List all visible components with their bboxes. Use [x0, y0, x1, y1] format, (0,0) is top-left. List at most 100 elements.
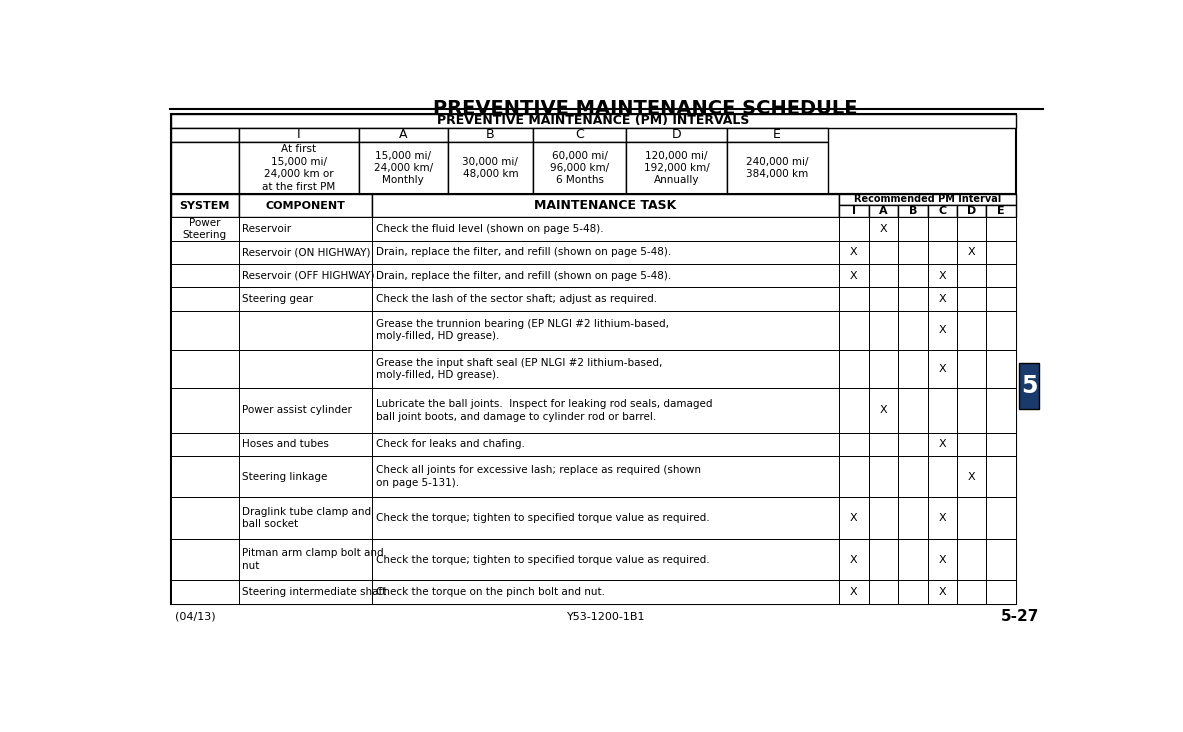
- Text: Check the fluid level (shown on page 5-48).: Check the fluid level (shown on page 5-4…: [376, 224, 603, 234]
- Bar: [371, 389, 839, 433]
- Bar: [898, 205, 927, 217]
- Bar: [898, 310, 927, 349]
- Bar: [868, 217, 898, 241]
- Text: Power assist cylinder: Power assist cylinder: [241, 406, 351, 416]
- Text: SYSTEM: SYSTEM: [180, 201, 230, 211]
- Bar: [868, 349, 898, 389]
- Bar: [868, 497, 898, 539]
- Bar: [239, 456, 371, 497]
- Bar: [239, 539, 371, 580]
- Bar: [957, 456, 987, 497]
- Text: X: X: [938, 587, 946, 597]
- Bar: [239, 217, 371, 241]
- Bar: [371, 580, 839, 604]
- Bar: [839, 310, 868, 349]
- Text: (04/13): (04/13): [175, 612, 215, 621]
- Text: Drain, replace the filter, and refill (shown on page 5-48).: Drain, replace the filter, and refill (s…: [376, 271, 671, 280]
- Text: E: E: [997, 206, 1006, 216]
- Bar: [987, 241, 1016, 264]
- Bar: [898, 433, 927, 456]
- Text: X: X: [938, 439, 946, 449]
- Text: 120,000 mi/
192,000 km/
Annually: 120,000 mi/ 192,000 km/ Annually: [644, 151, 710, 185]
- Bar: [239, 497, 371, 539]
- Text: Steering gear: Steering gear: [241, 294, 312, 304]
- Text: X: X: [938, 325, 946, 335]
- Bar: [172, 114, 1016, 128]
- Text: Reservoir: Reservoir: [241, 224, 291, 234]
- Text: D: D: [967, 206, 976, 216]
- Bar: [239, 287, 371, 310]
- Text: Check the lash of the sector shaft; adjust as required.: Check the lash of the sector shaft; adju…: [376, 294, 657, 304]
- Bar: [239, 241, 371, 264]
- Bar: [172, 349, 239, 389]
- Bar: [987, 539, 1016, 580]
- Bar: [868, 389, 898, 433]
- Bar: [987, 389, 1016, 433]
- Bar: [927, 287, 957, 310]
- Bar: [839, 241, 868, 264]
- Bar: [172, 128, 239, 142]
- Bar: [839, 194, 1016, 205]
- Text: Check for leaks and chafing.: Check for leaks and chafing.: [376, 439, 524, 449]
- Bar: [239, 142, 358, 194]
- Text: Draglink tube clamp and
ball socket: Draglink tube clamp and ball socket: [241, 507, 370, 529]
- Text: X: X: [879, 406, 887, 416]
- Bar: [358, 142, 448, 194]
- Bar: [898, 580, 927, 604]
- Text: X: X: [851, 271, 858, 280]
- Bar: [172, 580, 239, 604]
- Text: X: X: [968, 471, 976, 482]
- Bar: [987, 349, 1016, 389]
- Text: Check the torque; tighten to specified torque value as required.: Check the torque; tighten to specified t…: [376, 555, 710, 564]
- Text: Check the torque; tighten to specified torque value as required.: Check the torque; tighten to specified t…: [376, 513, 710, 523]
- Bar: [172, 142, 239, 194]
- Bar: [927, 456, 957, 497]
- Bar: [927, 264, 957, 287]
- Bar: [957, 580, 987, 604]
- Text: X: X: [968, 247, 976, 257]
- Bar: [987, 310, 1016, 349]
- Bar: [957, 539, 987, 580]
- Bar: [839, 456, 868, 497]
- Text: X: X: [938, 364, 946, 374]
- Bar: [868, 433, 898, 456]
- Bar: [927, 497, 957, 539]
- Bar: [927, 205, 957, 217]
- Bar: [371, 194, 839, 217]
- Bar: [987, 580, 1016, 604]
- Bar: [172, 217, 239, 241]
- Bar: [868, 310, 898, 349]
- Bar: [358, 128, 448, 142]
- Text: Check all joints for excessive lash; replace as required (shown
on page 5-131).: Check all joints for excessive lash; rep…: [376, 466, 700, 488]
- Bar: [371, 539, 839, 580]
- Text: Reservoir (ON HIGHWAY): Reservoir (ON HIGHWAY): [241, 247, 370, 257]
- Bar: [534, 128, 626, 142]
- Bar: [839, 287, 868, 310]
- Bar: [957, 264, 987, 287]
- Bar: [172, 114, 1016, 194]
- Bar: [957, 497, 987, 539]
- Text: 240,000 mi/
384,000 km: 240,000 mi/ 384,000 km: [746, 157, 808, 179]
- Bar: [927, 433, 957, 456]
- Bar: [839, 264, 868, 287]
- Bar: [868, 456, 898, 497]
- Bar: [927, 241, 957, 264]
- Bar: [172, 194, 1016, 604]
- Bar: [172, 456, 239, 497]
- Text: Drain, replace the filter, and refill (shown on page 5-48).: Drain, replace the filter, and refill (s…: [376, 247, 671, 257]
- Text: X: X: [938, 555, 946, 564]
- Text: A: A: [879, 206, 887, 216]
- Bar: [987, 497, 1016, 539]
- Text: Lubricate the ball joints.  Inspect for leaking rod seals, damaged
ball joint bo: Lubricate the ball joints. Inspect for l…: [376, 399, 712, 422]
- Bar: [898, 497, 927, 539]
- Text: 30,000 mi/
48,000 km: 30,000 mi/ 48,000 km: [463, 157, 518, 179]
- Bar: [987, 205, 1016, 217]
- Text: Hoses and tubes: Hoses and tubes: [241, 439, 329, 449]
- Text: X: X: [851, 513, 858, 523]
- Bar: [626, 142, 726, 194]
- Text: X: X: [938, 271, 946, 280]
- Bar: [987, 264, 1016, 287]
- Text: E: E: [774, 128, 781, 141]
- Text: I: I: [297, 128, 300, 141]
- Bar: [987, 433, 1016, 456]
